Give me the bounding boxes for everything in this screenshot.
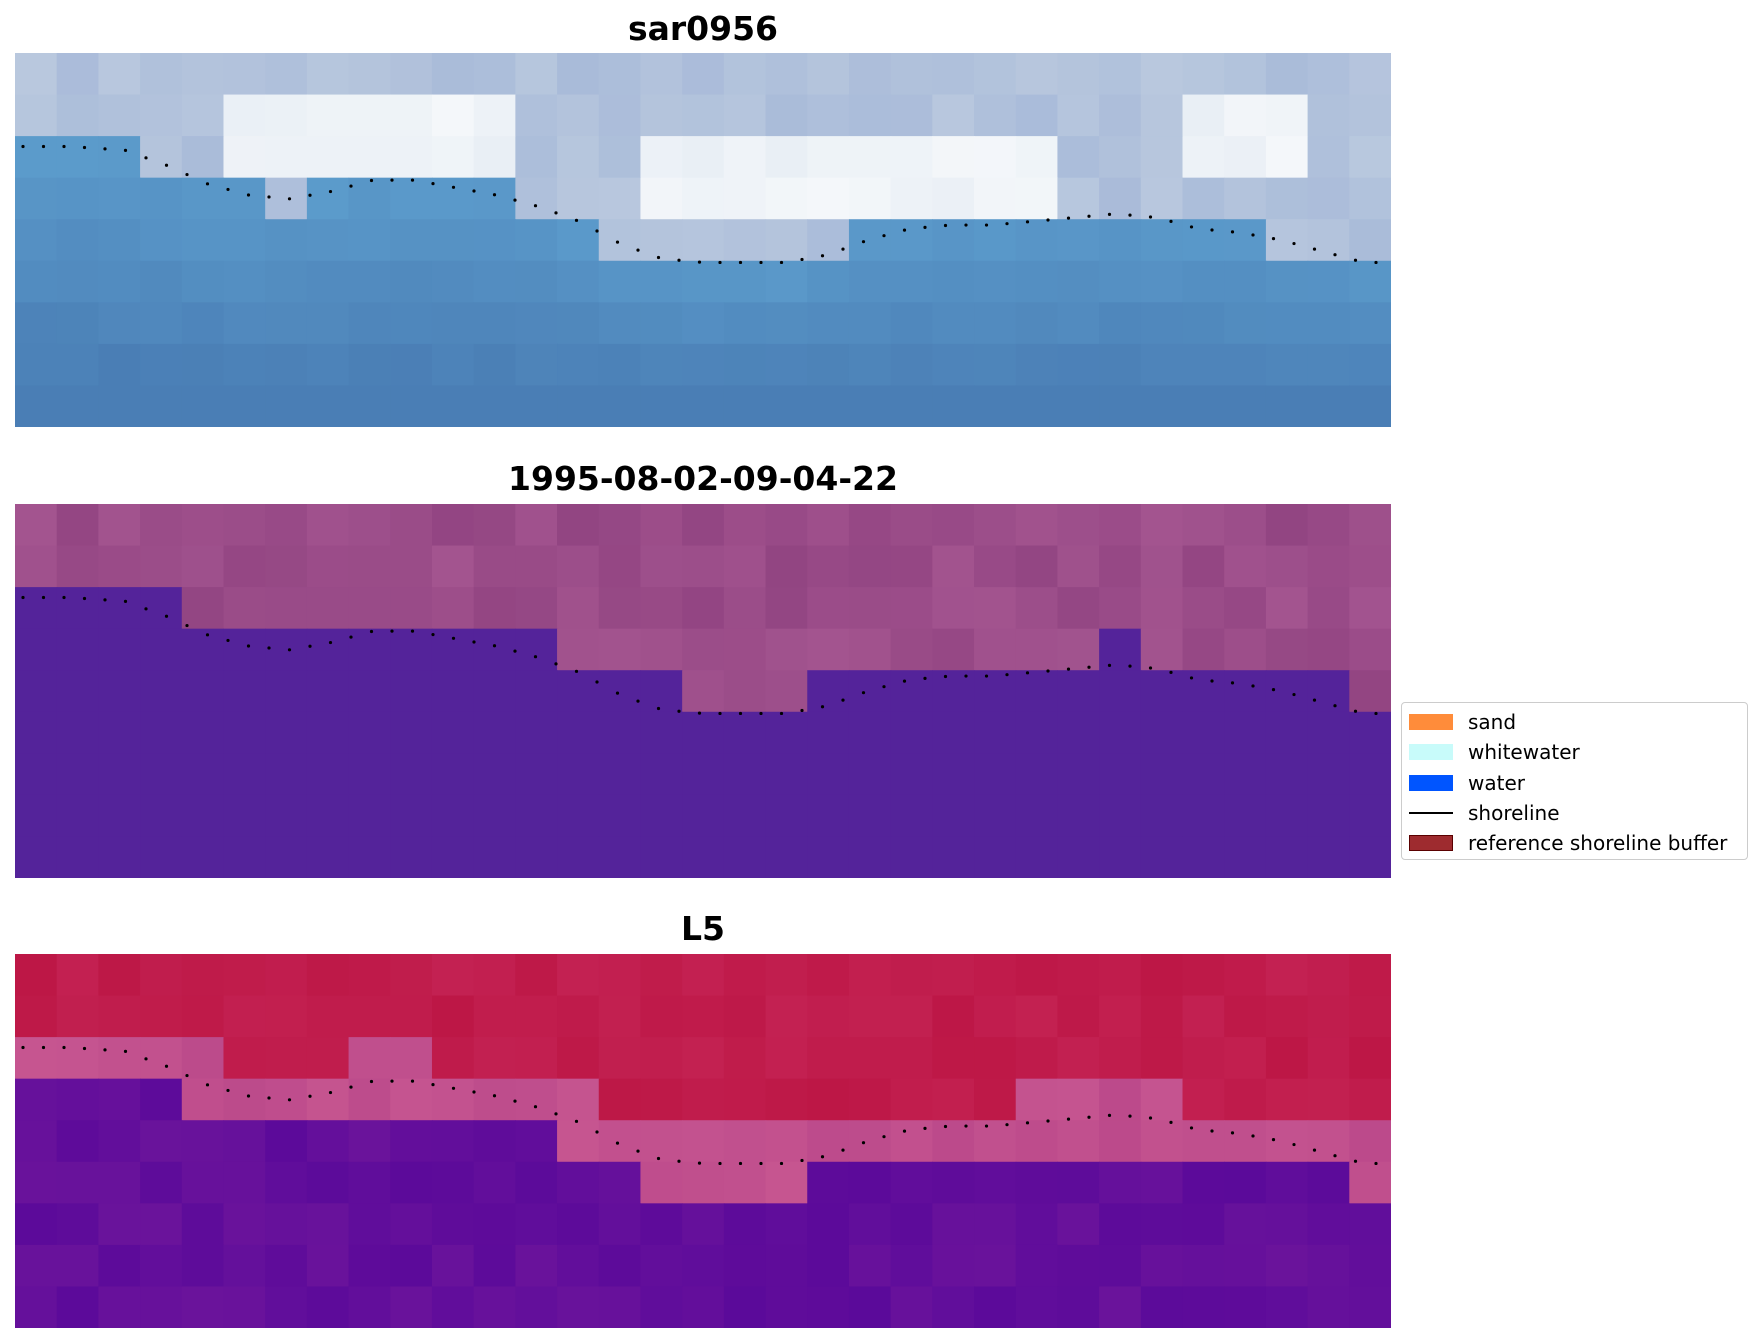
index-image-panel — [15, 954, 1391, 1328]
legend-label: reference shoreline buffer — [1468, 831, 1728, 855]
rgb-image — [15, 53, 1391, 427]
legend-label: sand — [1468, 710, 1517, 734]
legend-item-water: water — [1402, 772, 1747, 794]
legend-label: water — [1468, 771, 1525, 795]
classified-image — [15, 504, 1391, 878]
shoreline-line-icon — [1409, 812, 1453, 814]
water-swatch — [1409, 775, 1453, 791]
legend-item-shoreline: shoreline — [1402, 802, 1747, 824]
panel-title-3: L5 — [681, 909, 725, 948]
shoreline-dots — [21, 144, 1378, 265]
legend-label: shoreline — [1468, 801, 1560, 825]
shoreline-dots — [21, 1045, 1378, 1166]
sand-swatch — [1409, 714, 1453, 730]
panel-title-1: sar0956 — [627, 9, 779, 48]
legend-item-reference-buffer: reference shoreline buffer — [1402, 832, 1747, 854]
index-image — [15, 954, 1391, 1328]
panel-title-2: 1995-08-02-09-04-22 — [508, 459, 898, 498]
shoreline-dots — [21, 595, 1378, 716]
legend: sand whitewater water shoreline referenc… — [1401, 702, 1748, 860]
rgb-image-panel — [15, 53, 1391, 427]
legend-label: whitewater — [1468, 740, 1580, 764]
classified-image-panel — [15, 504, 1391, 878]
whitewater-swatch — [1409, 744, 1453, 760]
legend-item-sand: sand — [1402, 711, 1747, 733]
reference-buffer-swatch — [1409, 835, 1453, 851]
legend-item-whitewater: whitewater — [1402, 741, 1747, 763]
